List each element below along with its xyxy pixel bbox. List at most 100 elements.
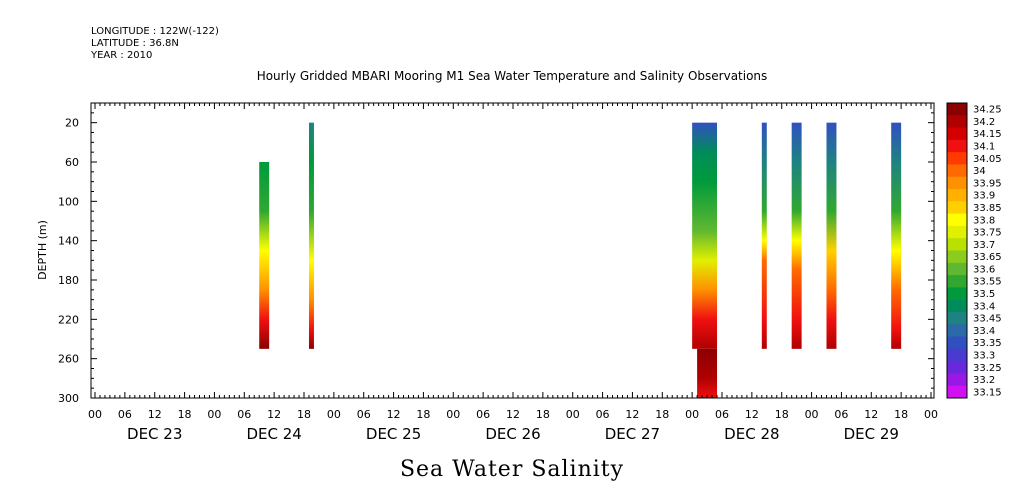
x-tick-label: 06 [476,408,490,421]
y-tick-label: 180 [58,274,79,287]
day-label: DEC 24 [246,425,301,443]
x-tick-label: 12 [745,408,759,421]
x-tick-label: 00 [327,408,341,421]
colorbar-label: 33.5 [973,289,995,300]
latitude-label: LATITUDE : 36.8N [91,38,179,49]
colorbar-label: 33.75 [973,228,1002,239]
longitude-label: LONGITUDE : 122W(-122) [91,26,219,37]
colorbar-swatch [947,373,967,387]
colorbar-label: 33.85 [973,203,1002,214]
colorbar-label: 34.2 [973,117,995,128]
day-label: DEC 27 [605,425,660,443]
colorbar-swatch [947,152,967,165]
x-tick-label: 00 [924,408,938,421]
colorbar-swatch [947,275,967,288]
x-tick-label: 18 [178,408,192,421]
x-tick-label: 18 [297,408,311,421]
colorbar-swatch [947,164,967,178]
colorbar-label: 33.6 [973,264,995,275]
colorbar-swatch [947,176,967,190]
variable-label: Sea Water Salinity [400,457,624,482]
x-tick-label: 12 [148,408,162,421]
colorbar-swatch [947,189,967,202]
x-tick-label: 12 [387,408,401,421]
day-label: DEC 26 [485,425,540,443]
x-tick-label: 18 [775,408,789,421]
salinity-profile-6 [826,122,837,349]
colorbar-label: 34.15 [973,129,1002,140]
salinity-profile-7 [891,122,902,349]
colorbar-label: 33.2 [973,375,995,386]
x-tick-label: 12 [625,408,639,421]
x-tick-label: 06 [715,408,729,421]
colorbar-frame [946,102,968,399]
x-tick-label: 00 [805,408,819,421]
colorbar-swatch [947,127,967,141]
colorbar: 34.2534.234.1534.134.053433.9533.933.853… [946,102,1002,399]
colorbar-swatch [947,115,967,128]
colorbar-label: 33.95 [973,178,1002,189]
colorbar-swatch [947,311,967,325]
x-tick-label: 06 [118,408,132,421]
x-tick-label: 06 [596,408,610,421]
day-label: DEC 25 [366,425,421,443]
colorbar-label: 33.45 [973,314,1002,325]
x-tick-label: 06 [834,408,848,421]
plot-frame [90,102,935,399]
x-tick-label: 00 [685,408,699,421]
y-tick-label: 100 [58,195,79,208]
y-tick-label: 260 [58,353,79,366]
x-tick-label: 12 [506,408,520,421]
y-axis-label: DEPTH (m) [36,220,49,280]
x-tick-label: 18 [655,408,669,421]
x-tick-label: 12 [267,408,281,421]
x-tick-label: 00 [446,408,460,421]
colorbar-label: 33.65 [973,252,1002,263]
colorbar-label: 33.7 [973,240,995,251]
colorbar-label: 34 [973,166,986,177]
colorbar-swatch [947,324,967,337]
x-tick-label: 06 [357,408,371,421]
colorbar-label: 33.9 [973,191,995,202]
colorbar-swatch [947,299,967,313]
colorbar-label: 33.8 [973,215,995,226]
x-tick-label: 00 [566,408,580,421]
y-tick-label: 300 [58,392,79,405]
colorbar-swatch [947,348,967,362]
colorbar-label: 34.1 [973,142,995,153]
colorbar-label: 33.15 [973,387,1002,398]
colorbar-label: 33.4 [973,301,995,312]
x-tick-label: 18 [536,408,550,421]
colorbar-label: 33.55 [973,277,1002,288]
year-label: YEAR : 2010 [90,50,152,61]
day-label: DEC 29 [844,425,899,443]
colorbar-swatch [947,103,967,116]
y-axis: 20 60 100 140 180 220 260 300 [58,102,934,405]
chart-title: Hourly Gridded MBARI Mooring M1 Sea Wate… [257,69,768,83]
x-tick-label: 18 [416,408,430,421]
colorbar-swatch [947,201,967,215]
colorbar-swatch [947,262,967,276]
colorbar-swatch [947,213,967,227]
day-label: DEC 28 [724,425,779,443]
colorbar-label: 33.35 [973,338,1002,349]
salinity-profile-2 [692,122,718,349]
x-tick-label: 06 [237,408,251,421]
colorbar-label: 34.05 [973,154,1002,165]
colorbar-label: 33.3 [973,350,995,361]
colorbar-swatch [947,361,967,374]
salinity-profile-0 [259,162,270,349]
salinity-profile-3 [697,348,718,398]
colorbar-swatch [947,139,967,153]
colorbar-swatch [947,287,967,301]
x-tick-label: 18 [894,408,908,421]
colorbar-swatch [947,385,967,399]
colorbar-swatch [947,225,967,239]
y-tick-label: 140 [58,235,79,248]
x-tick-label: 00 [207,408,221,421]
profiles-layer [259,122,902,398]
y-tick-label: 220 [58,313,79,326]
colorbar-swatch [947,336,967,350]
colorbar-swatch [947,238,967,251]
